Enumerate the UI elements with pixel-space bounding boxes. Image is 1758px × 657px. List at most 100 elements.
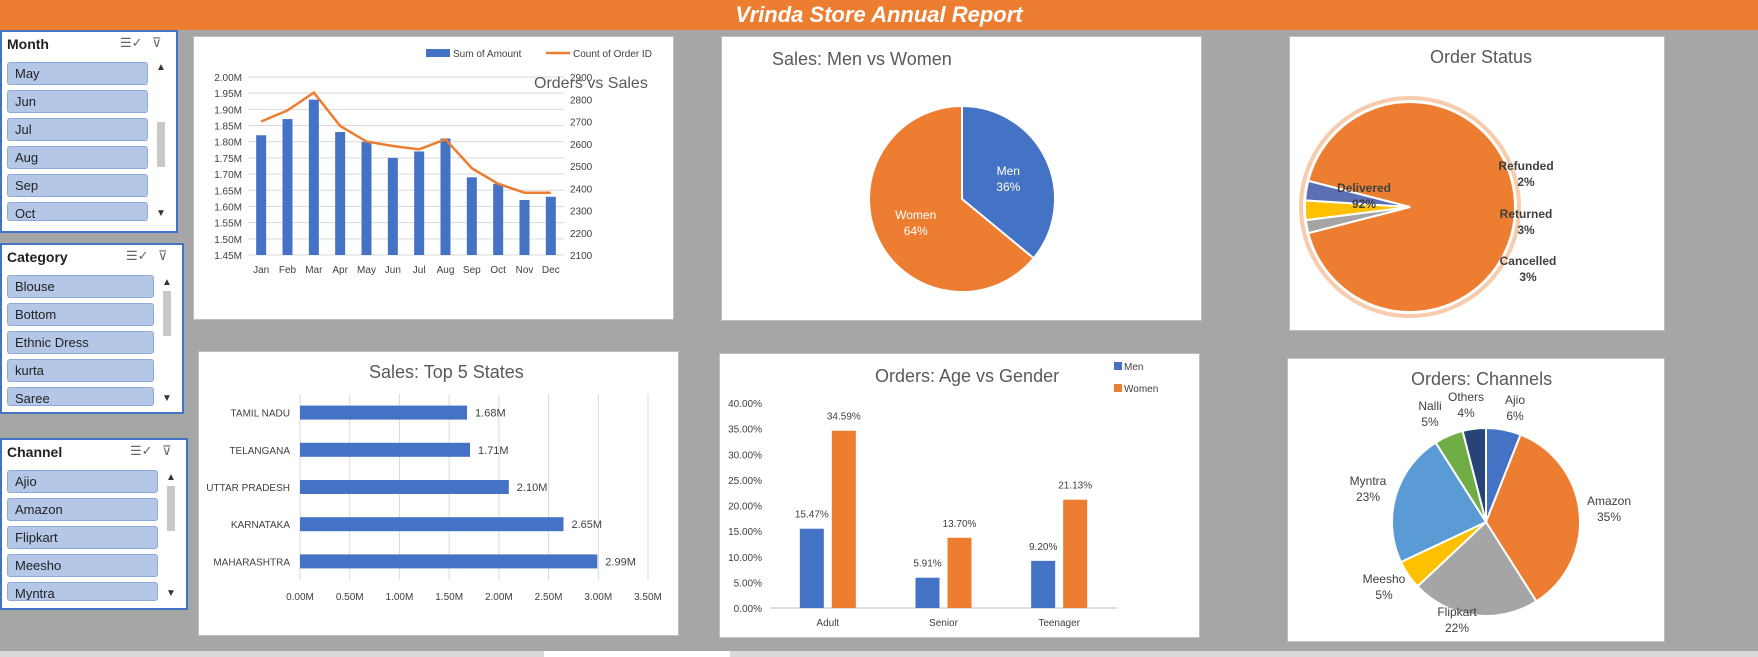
age-gender-chart[interactable]: Orders: Age vs Gender 40.00% 35.00% 30.00%… [719, 353, 1200, 638]
slice-label: Returned [1500, 207, 1553, 221]
orders-vs-sales-chart[interactable]: 2.00M 1.95M 1.90M 1.85M 1.80M 1.75M 1.70M 1.65M… [193, 36, 674, 320]
order-status-chart[interactable]: Order Status Delivered 92% Refunded 2% Retur… [1289, 36, 1665, 331]
top-states-svg: 0.00M 0.50M 1.00M 1.50M 2.00M 2.50M 3.00M 3.50M… [206, 394, 662, 603]
data-label: 1.71M [478, 445, 509, 457]
chart-title: Order Status [1430, 47, 1533, 67]
slicer-scrollbar[interactable]: ▲ ▼ [155, 62, 167, 222]
bar [300, 480, 509, 494]
scroll-down-icon[interactable]: ▼ [166, 588, 176, 599]
bar [493, 183, 504, 255]
scrollbar-thumb[interactable] [167, 486, 175, 531]
y-tick-label: 1.50M [214, 235, 242, 246]
x-tick-label: Sep [463, 265, 481, 276]
x-tick-label: 1.50M [435, 592, 463, 603]
scroll-down-icon[interactable]: ▼ [162, 393, 172, 404]
x-tick-label: Aug [437, 265, 455, 276]
slicer-item-kurta[interactable]: kurta [7, 359, 154, 382]
slicer-item-meesho[interactable]: Meesho [7, 554, 158, 577]
slice-value: 36% [996, 180, 1020, 194]
x-tick-label: Dec [542, 265, 560, 276]
slice-value: 5% [1421, 415, 1439, 429]
y2-tick-label: 2400 [570, 184, 593, 195]
slice-label: Nalli [1418, 399, 1441, 413]
data-label: 2.99M [605, 556, 636, 568]
slicer-header: Month ☰✓ ⊽ [2, 32, 176, 56]
channels-chart[interactable]: Orders: Channels Ajio 6% Amazon 35% Flipkart… [1287, 358, 1665, 642]
slicer-item-jul[interactable]: Jul [7, 118, 148, 141]
y-tick-label: 2.00M [214, 73, 242, 84]
y-tick-label: 1.75M [214, 154, 242, 165]
slicer-item-bottom[interactable]: Bottom [7, 303, 154, 326]
bar [545, 196, 556, 255]
multi-select-icon[interactable]: ☰✓ [120, 35, 143, 50]
bar [831, 430, 856, 608]
y2-tick-label: 2200 [570, 229, 593, 240]
top-states-chart[interactable]: Sales: Top 5 States 0.00M 0.50M 1.00M 1.50M… [198, 351, 679, 636]
age-gender-svg: 40.00% 35.00% 30.00% 25.00% 20.00% 15.00% 10.0… [728, 362, 1158, 629]
x-tick-label: May [357, 265, 376, 276]
slice-value: 3% [1519, 270, 1537, 284]
slice-label: Amazon [1587, 494, 1631, 508]
scroll-up-icon[interactable]: ▲ [156, 62, 166, 73]
slice-label: Myntra [1350, 474, 1387, 488]
slice-value: 6% [1506, 409, 1524, 423]
slicer-scrollbar[interactable]: ▲ ▼ [165, 472, 177, 602]
clear-filter-icon[interactable]: ⊽ [158, 248, 168, 263]
clear-filter-icon[interactable]: ⊽ [152, 35, 162, 50]
chart-title: Orders vs Sales [534, 75, 648, 92]
y2-tick-label: 2900 [570, 73, 593, 84]
y-tick-label: TAMIL NADU [231, 409, 290, 420]
slice-value: 4% [1457, 406, 1475, 420]
slicer-item-may[interactable]: May [7, 62, 148, 85]
y-tick-label: 5.00% [734, 578, 762, 589]
bar [1063, 499, 1088, 608]
slicer-item-myntra[interactable]: Myntra [7, 582, 158, 601]
slicer-header: Channel ☰✓ ⊽ [2, 440, 186, 464]
slicer-item-blouse[interactable]: Blouse [7, 275, 154, 298]
x-tick-label: 0.50M [336, 592, 364, 603]
scroll-down-icon[interactable]: ▼ [156, 208, 166, 219]
scrollbar-thumb[interactable] [157, 122, 165, 167]
y-tick-label: 1.70M [214, 170, 242, 181]
scroll-up-icon[interactable]: ▲ [166, 472, 176, 483]
x-tick-label: Mar [305, 265, 323, 276]
slice-value: 64% [904, 224, 928, 238]
slicer-item-ajio[interactable]: Ajio [7, 470, 158, 493]
slicer-header: Category ☰✓ ⊽ [2, 245, 182, 269]
slicer-item-sep[interactable]: Sep [7, 174, 148, 197]
slicer-item-flipkart[interactable]: Flipkart [7, 526, 158, 549]
multi-select-icon[interactable]: ☰✓ [126, 248, 149, 263]
clear-filter-icon[interactable]: ⊽ [162, 443, 172, 458]
slice-label: Refunded [1498, 159, 1553, 173]
slicer-item-aug[interactable]: Aug [7, 146, 148, 169]
slicer-title: Channel [7, 444, 63, 460]
slicer-item-saree[interactable]: Saree [7, 387, 154, 406]
slice-label: Flipkart [1437, 605, 1477, 619]
data-label: 21.13% [1058, 481, 1092, 492]
y-tick-label: 1.95M [214, 89, 242, 100]
multi-select-icon[interactable]: ☰✓ [130, 443, 153, 458]
channel-slicer: Channel ☰✓ ⊽ Ajio Amazon Flipkart Meesho… [0, 438, 188, 610]
slicer-item-amazon[interactable]: Amazon [7, 498, 158, 521]
slicer-item-ethnic-dress[interactable]: Ethnic Dress [7, 331, 154, 354]
slicer-item-oct[interactable]: Oct [7, 202, 148, 221]
chart-title: Sales: Men vs Women [772, 49, 952, 69]
pie-slice [1307, 101, 1516, 313]
x-tick-label: Nov [516, 265, 534, 276]
slicer-scrollbar[interactable]: ▲ ▼ [161, 277, 173, 407]
y-tick-label: 1.80M [214, 138, 242, 149]
sheet-tab-active[interactable] [544, 651, 730, 657]
slicer-item-jun[interactable]: Jun [7, 90, 148, 113]
bar [300, 517, 564, 532]
y-tick-label: 35.00% [728, 425, 762, 436]
data-label: 15.47% [795, 510, 829, 521]
bar [466, 177, 477, 255]
y-tick-label: 1.65M [214, 186, 242, 197]
category-slicer: Category ☰✓ ⊽ Blouse Bottom Ethnic Dress… [0, 243, 184, 414]
x-tick-label: Oct [490, 265, 506, 276]
bar [300, 554, 598, 569]
sales-men-women-chart[interactable]: Sales: Men vs Women Men 36% Women 64% [721, 36, 1202, 321]
scrollbar-thumb[interactable] [163, 291, 171, 336]
x-tick-label: Feb [279, 265, 297, 276]
scroll-up-icon[interactable]: ▲ [162, 277, 172, 288]
